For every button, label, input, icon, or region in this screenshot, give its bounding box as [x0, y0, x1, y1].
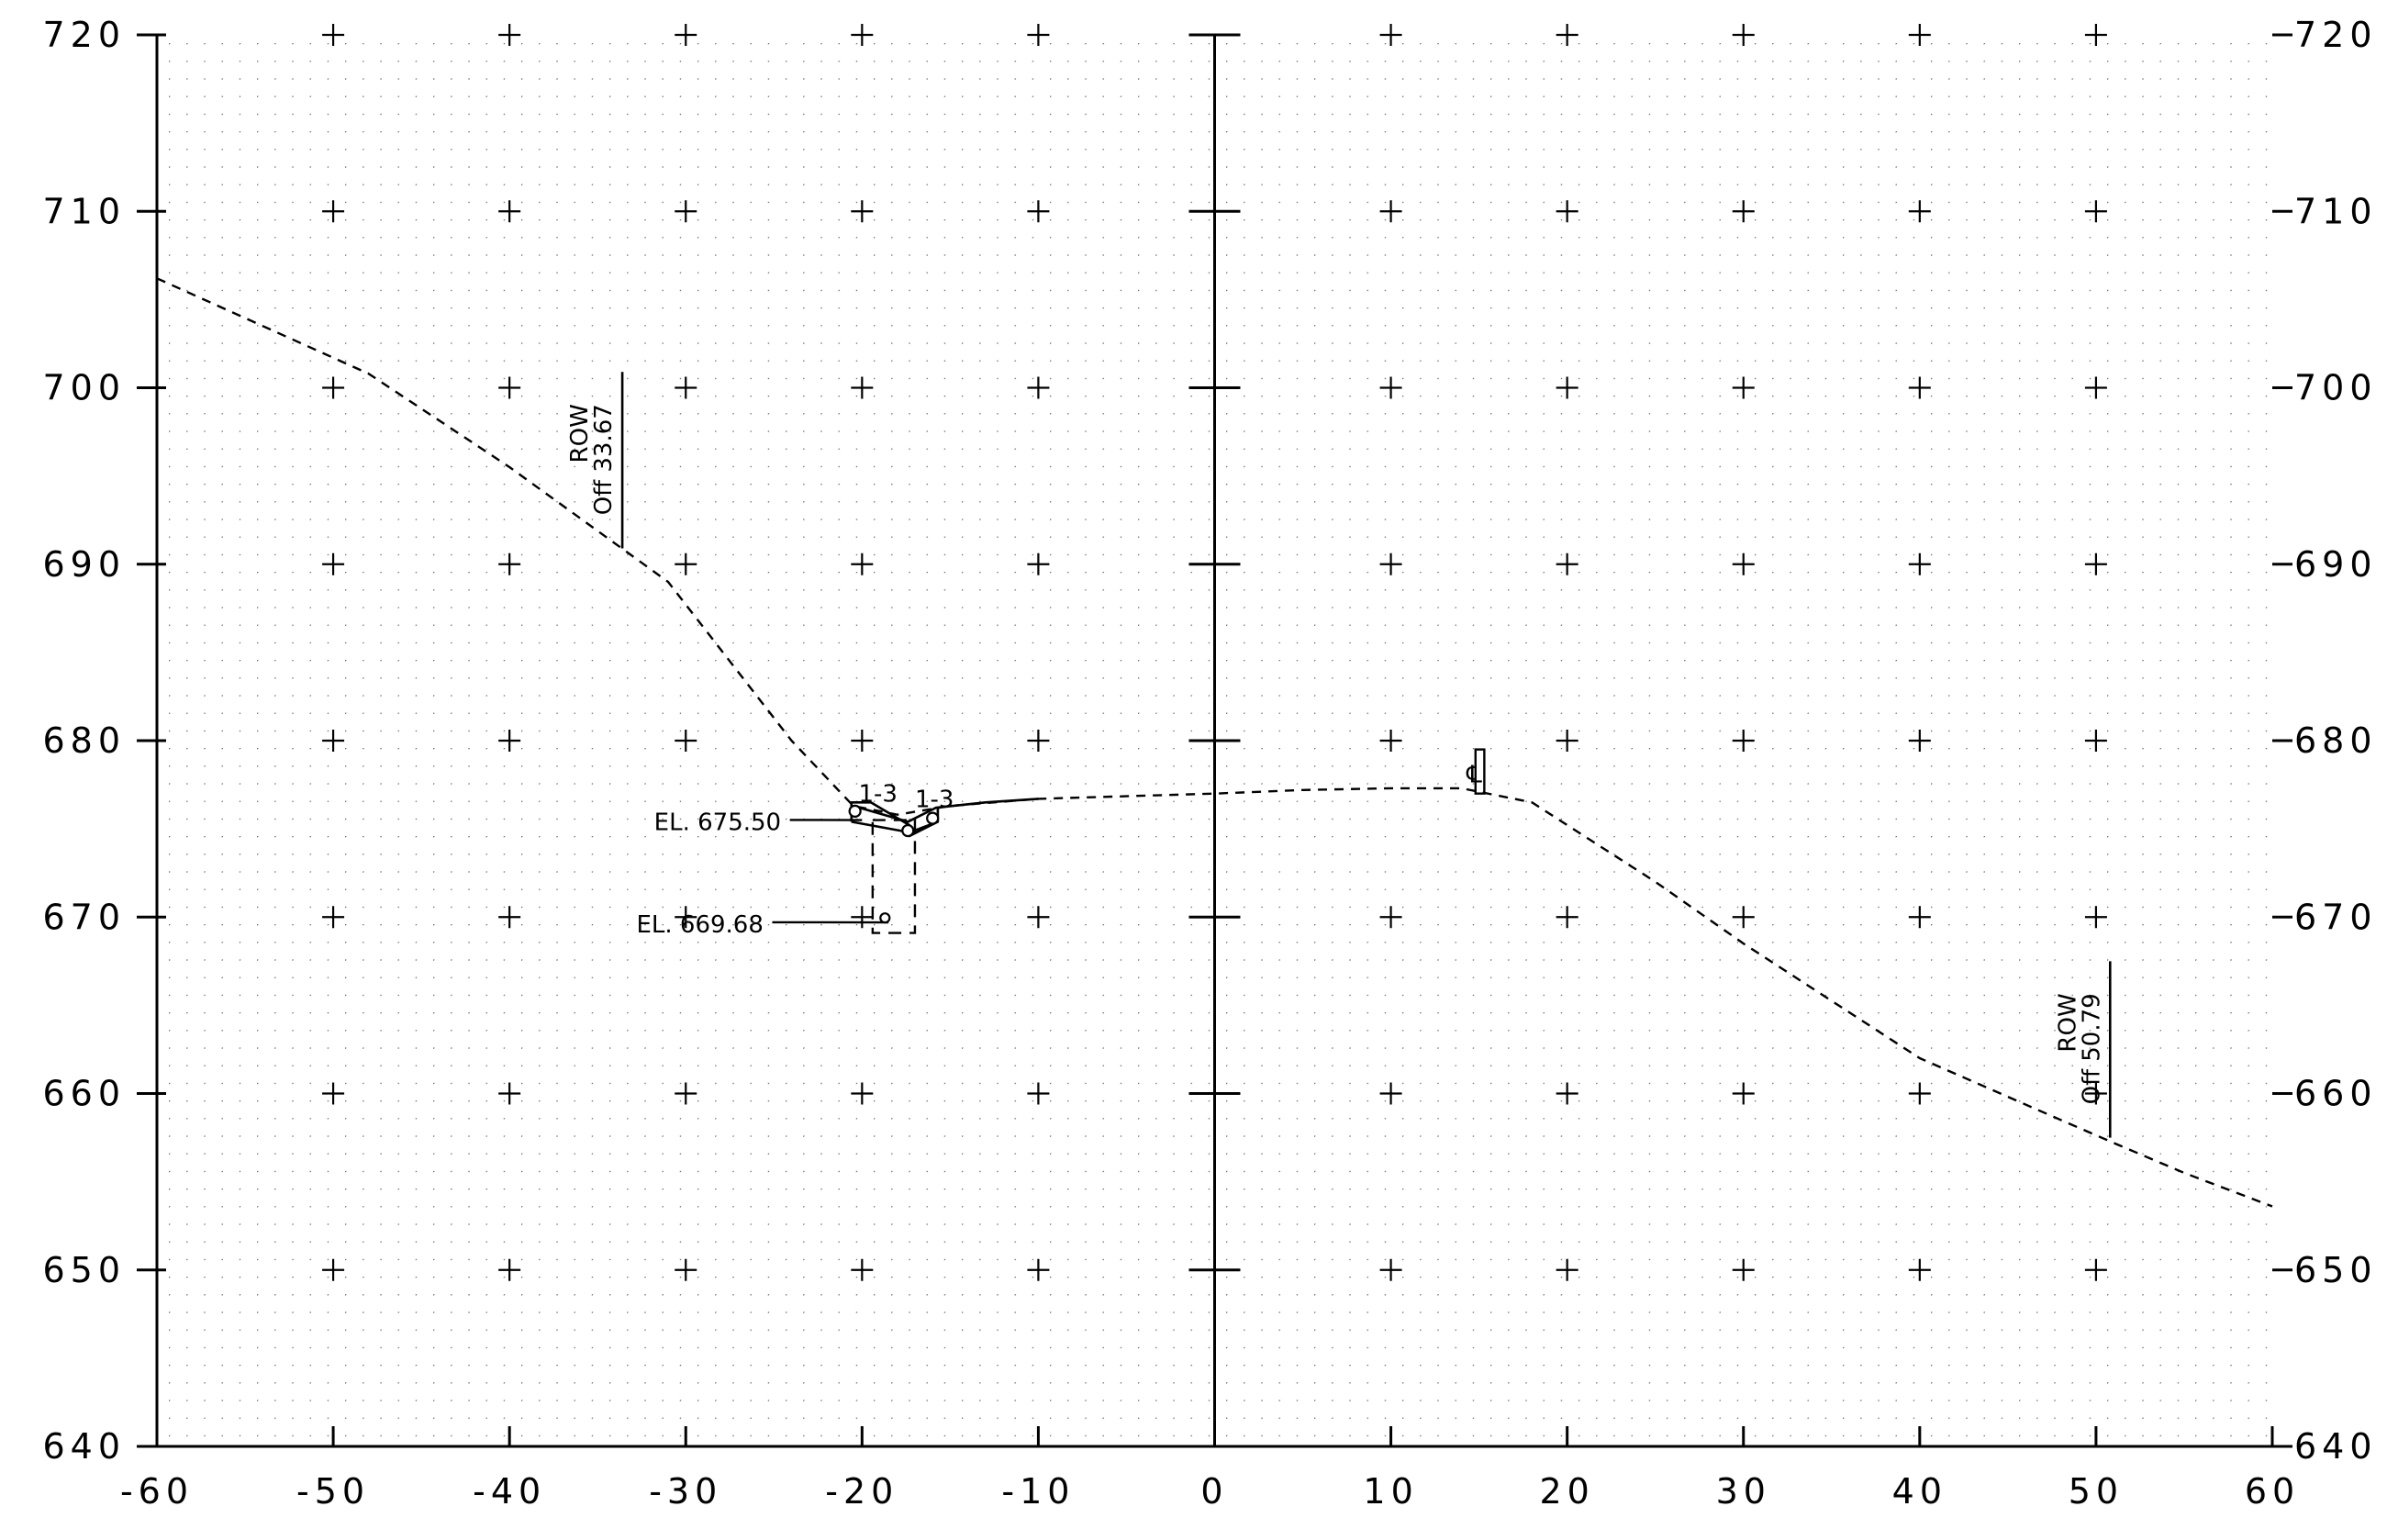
y-tick-label-right: 690 — [2294, 544, 2378, 585]
x-tick-label: 50 — [2069, 1471, 2124, 1512]
x-tick-label: 20 — [1539, 1471, 1594, 1512]
y-tick-label-left: 670 — [42, 897, 126, 937]
x-tick-label: 60 — [2245, 1471, 2300, 1512]
y-tick-label-left: 680 — [42, 720, 126, 761]
y-tick-label-right: 700 — [2294, 368, 2378, 408]
x-tick-label: -20 — [825, 1471, 898, 1512]
x-tick-label: -40 — [473, 1471, 546, 1512]
x-tick-label: -10 — [1001, 1471, 1075, 1512]
y-tick-label-left: 710 — [42, 191, 126, 231]
y-tick-label-right: 670 — [2294, 897, 2378, 937]
annotation-label: 1-3 — [915, 786, 954, 813]
pipe-invert-point — [880, 913, 889, 922]
y-tick-label-left: 650 — [42, 1250, 126, 1290]
x-tick-label: 40 — [1892, 1471, 1947, 1512]
y-tick-label-right: 660 — [2294, 1074, 2378, 1114]
y-tick-label-left: 690 — [42, 544, 126, 585]
y-tick-label-right: 640 — [2294, 1426, 2378, 1467]
y-tick-label-left: 640 — [42, 1426, 126, 1467]
y-tick-label-right: 680 — [2294, 720, 2378, 761]
y-tick-label-left: 700 — [42, 368, 126, 408]
y-tick-label-right: 650 — [2294, 1250, 2378, 1290]
y-tick-label-right: 720 — [2294, 15, 2378, 55]
x-tick-label: 30 — [1716, 1471, 1771, 1512]
x-tick-label: -30 — [649, 1471, 722, 1512]
annotation-label: ℄ — [1466, 762, 1482, 789]
row-label: Off 50.79 — [2078, 993, 2105, 1104]
y-tick-label-left: 660 — [42, 1074, 126, 1114]
x-tick-label: 10 — [1363, 1471, 1418, 1512]
x-tick-label: -60 — [120, 1471, 194, 1512]
survey-point — [902, 825, 913, 836]
annotation-label: EL. 669.68 — [636, 911, 763, 939]
x-tick-label: 0 — [1200, 1471, 1228, 1512]
annotation-label: EL. 675.50 — [654, 809, 781, 836]
x-tick-label: -50 — [296, 1471, 370, 1512]
row-label: Off 33.67 — [590, 404, 618, 515]
survey-point — [927, 813, 938, 824]
annotation-label: 1-3 — [858, 781, 897, 809]
y-tick-label-left: 720 — [42, 15, 126, 55]
y-tick-label-right: 710 — [2294, 191, 2378, 231]
